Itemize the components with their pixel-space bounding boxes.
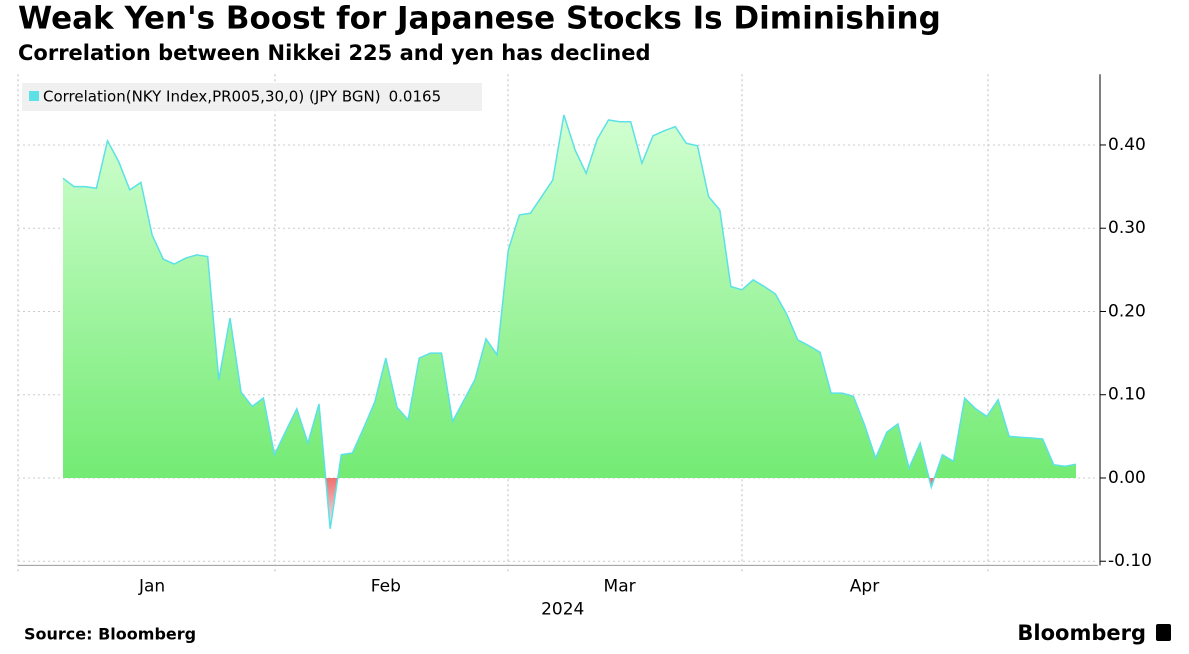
x-tick-label: Mar [604,576,636,596]
x-axis-label: 2024 [541,599,584,619]
legend-box [22,83,482,111]
y-tick-label: 0.10 [1108,385,1146,405]
line [62,114,1077,529]
legend-swatch [29,91,39,101]
area-positive [63,115,1076,478]
brand: Bloomberg [1017,621,1146,645]
x-tick-label: Feb [371,576,401,596]
legend-value: 0.0165 [389,88,442,106]
y-tick-label: 0.40 [1108,135,1146,155]
legend-label: Correlation(NKY Index,PR005,30,0) (JPY B… [43,88,381,106]
y-tick-label: -0.10 [1108,551,1152,571]
y-tick-label: 0.20 [1108,301,1146,321]
source: Source: Bloomberg [24,625,196,644]
chart-subtitle: Correlation between Nikkei 225 and yen h… [18,41,651,65]
y-tick-label: 0.30 [1108,218,1146,238]
x-tick-label: Jan [138,576,165,596]
x-tick-label: Apr [850,576,879,596]
brand-icon [1156,624,1171,641]
chart-title: Weak Yen's Boost for Japanese Stocks Is … [18,1,941,37]
y-tick-label: 0.00 [1108,468,1146,488]
